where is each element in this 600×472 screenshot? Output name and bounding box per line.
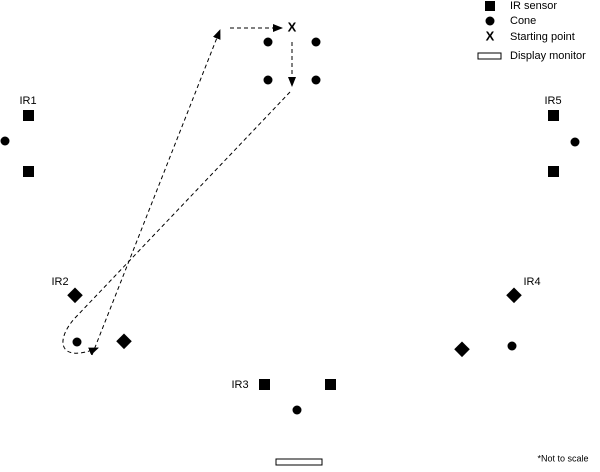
cone: [263, 37, 273, 47]
cone: [0, 136, 10, 146]
ir-sensor: [506, 287, 522, 304]
route: [62, 24, 296, 356]
cone: [72, 337, 82, 347]
cones: [0, 37, 580, 415]
ir-sensor: [259, 379, 270, 390]
legend-label: Starting point: [510, 31, 575, 43]
legend-circle: [485, 16, 495, 26]
cone: [311, 75, 321, 85]
legend: IR sensor Cone X Starting point Display …: [477, 0, 586, 62]
legend-label: Display monitor: [510, 50, 586, 62]
note: *Not to scale: [537, 453, 588, 463]
cone: [311, 37, 321, 47]
ir-sensor: [67, 287, 83, 304]
sensor-label: IR1: [19, 95, 36, 107]
legend-x: X: [486, 28, 495, 43]
display-monitor: [275, 458, 323, 466]
ir-sensor: [548, 166, 559, 177]
legend-label: Cone: [510, 15, 536, 27]
legend-square: [485, 1, 495, 11]
legend-label: IR sensor: [510, 0, 557, 12]
start-marker: X: [288, 19, 297, 34]
route-segment: [91, 29, 221, 356]
cone: [292, 405, 302, 415]
ir-sensor: [325, 379, 336, 390]
sensor-label: IR5: [544, 95, 561, 107]
ir-sensor: [548, 110, 559, 121]
legend-monitor: [477, 52, 502, 60]
sensor-label: IR3: [231, 379, 248, 391]
route-segment: [62, 91, 291, 356]
ir-sensor: [23, 166, 34, 177]
sensor-label: IR4: [523, 276, 540, 288]
sensors: [23, 110, 559, 390]
cone: [570, 137, 580, 147]
cone: [263, 75, 273, 85]
ir-sensor: [454, 341, 470, 358]
ir-sensor: [116, 333, 132, 350]
cone: [507, 341, 517, 351]
ir-sensor: [23, 110, 34, 121]
sensor-label: IR2: [51, 276, 68, 288]
